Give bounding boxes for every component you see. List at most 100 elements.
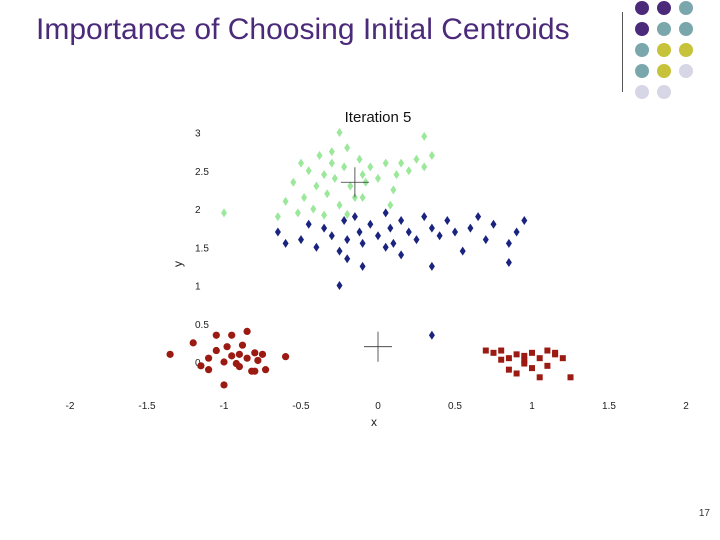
x-axis-label: x: [371, 415, 377, 429]
data-point-cluster-navy: [382, 242, 389, 252]
data-point-cluster-green: [324, 189, 331, 199]
data-point-cluster-red-right: [536, 374, 543, 381]
decorative-dot: [635, 85, 649, 99]
data-point-cluster-navy: [344, 235, 351, 245]
data-point-cluster-navy: [305, 219, 312, 229]
decorative-dot: [657, 1, 671, 15]
data-point-cluster-green: [336, 200, 343, 210]
data-point-cluster-green: [321, 170, 328, 180]
data-point-cluster-green: [294, 208, 301, 218]
data-point-cluster-green: [428, 150, 435, 160]
data-point-cluster-red-right: [482, 347, 489, 354]
data-point-cluster-navy: [421, 212, 428, 222]
data-point-cluster-red-right: [529, 365, 535, 372]
data-point-cluster-navy: [467, 223, 474, 233]
centroid-marker: [364, 331, 392, 362]
data-point-cluster-red-right: [552, 349, 559, 356]
data-point-cluster-green: [347, 181, 354, 191]
data-point-cluster-red-left: [282, 353, 290, 361]
data-point-cluster-green: [316, 150, 323, 160]
data-point-cluster-green: [382, 158, 389, 168]
data-point-cluster-navy: [521, 215, 528, 225]
data-point-cluster-navy: [398, 250, 405, 260]
data-point-cluster-green: [328, 147, 335, 157]
data-point-cluster-red-right: [521, 360, 528, 367]
data-point-cluster-red-left: [212, 331, 220, 339]
data-point-cluster-red-right: [505, 355, 512, 362]
data-point-cluster-navy: [375, 231, 381, 241]
data-point-cluster-navy: [436, 231, 443, 241]
data-point-cluster-navy: [405, 227, 412, 237]
data-point-cluster-red-left: [238, 341, 247, 349]
data-point-cluster-green: [405, 166, 412, 176]
data-point-cluster-red-left: [197, 362, 205, 370]
data-point-cluster-green: [301, 193, 308, 203]
data-point-cluster-green: [359, 193, 366, 203]
data-point-cluster-green: [421, 162, 428, 172]
data-point-cluster-navy: [321, 223, 328, 233]
data-point-cluster-navy: [398, 215, 405, 225]
data-point-cluster-green: [344, 209, 351, 219]
data-point-cluster-navy: [428, 261, 435, 271]
x-tick-label: -0.5: [292, 401, 310, 412]
data-point-cluster-navy: [336, 281, 343, 290]
data-point-cluster-navy: [482, 235, 489, 245]
data-point-cluster-navy: [351, 212, 358, 222]
data-point-cluster-red-right: [521, 357, 528, 364]
y-tick-label: 1.5: [195, 243, 209, 254]
data-point-cluster-green: [344, 143, 351, 153]
data-point-cluster-red-left: [243, 354, 251, 362]
data-point-cluster-navy: [298, 235, 304, 245]
decorative-dot: [679, 64, 693, 78]
data-point-cluster-red-left: [223, 343, 231, 351]
data-point-cluster-green: [282, 196, 289, 206]
data-point-cluster-green: [336, 128, 343, 137]
x-tick-label: 0: [375, 401, 381, 412]
title-divider-line: [622, 12, 623, 92]
x-tick-label: -1.5: [138, 401, 156, 412]
data-point-cluster-red-left: [235, 350, 243, 358]
data-point-cluster-green: [367, 162, 374, 172]
data-point-cluster-red-right: [513, 370, 520, 377]
data-point-cluster-navy: [336, 246, 343, 256]
data-point-cluster-navy: [490, 219, 497, 229]
data-point-cluster-red-left: [205, 366, 213, 374]
data-point-cluster-green: [421, 131, 428, 141]
data-point-cluster-red-left: [205, 354, 213, 362]
data-point-cluster-navy: [356, 227, 363, 237]
data-point-cluster-green: [298, 158, 304, 168]
y-tick-label: 0.5: [195, 320, 209, 331]
data-point-cluster-red-left: [228, 331, 236, 339]
data-point-cluster-navy: [359, 238, 366, 248]
data-point-cluster-red-left: [228, 352, 236, 360]
y-tick-label: 2: [195, 205, 201, 216]
data-point-cluster-navy: [359, 261, 366, 271]
decorative-dot: [657, 43, 671, 57]
data-point-cluster-red-right: [498, 347, 505, 354]
data-point-cluster-red-right: [536, 355, 543, 362]
data-point-cluster-navy: [459, 246, 466, 256]
x-tick-label: -2: [66, 401, 75, 412]
data-point-cluster-red-right: [498, 356, 505, 363]
data-point-cluster-red-left: [235, 362, 243, 371]
data-point-cluster-green: [351, 193, 358, 203]
data-point-cluster-navy: [328, 231, 335, 241]
data-point-cluster-green: [341, 162, 348, 172]
data-point-cluster-navy: [513, 227, 520, 237]
data-point-cluster-green: [221, 208, 227, 218]
y-tick-label: 2.5: [195, 167, 209, 178]
slide-title: Importance of Choosing Initial Centroids: [36, 13, 570, 46]
data-point-cluster-navy: [313, 242, 320, 252]
data-point-cluster-red-left: [251, 367, 259, 375]
data-point-cluster-red-right: [505, 366, 512, 373]
y-tick-label: 3: [195, 129, 201, 140]
data-point-cluster-red-left: [166, 350, 174, 358]
data-point-cluster-navy: [428, 223, 435, 233]
data-point-cluster-red-left: [212, 346, 220, 355]
decorative-dot: [635, 1, 649, 15]
data-point-cluster-navy: [282, 238, 289, 248]
data-point-cluster-red-left: [220, 381, 228, 389]
data-point-cluster-navy: [475, 212, 482, 222]
data-point-cluster-navy: [274, 227, 281, 237]
